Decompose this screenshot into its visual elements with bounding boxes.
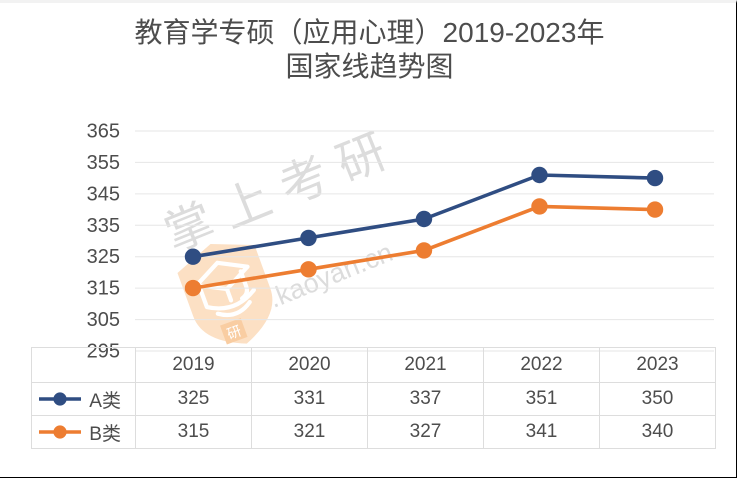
svg-text:355: 355 [87, 152, 120, 174]
svg-text:365: 365 [87, 121, 120, 143]
svg-text:315: 315 [87, 278, 120, 300]
svg-text:325: 325 [87, 246, 120, 268]
svg-text:345: 345 [87, 183, 120, 205]
svg-text:335: 335 [87, 215, 120, 237]
svg-text:305: 305 [87, 309, 120, 331]
